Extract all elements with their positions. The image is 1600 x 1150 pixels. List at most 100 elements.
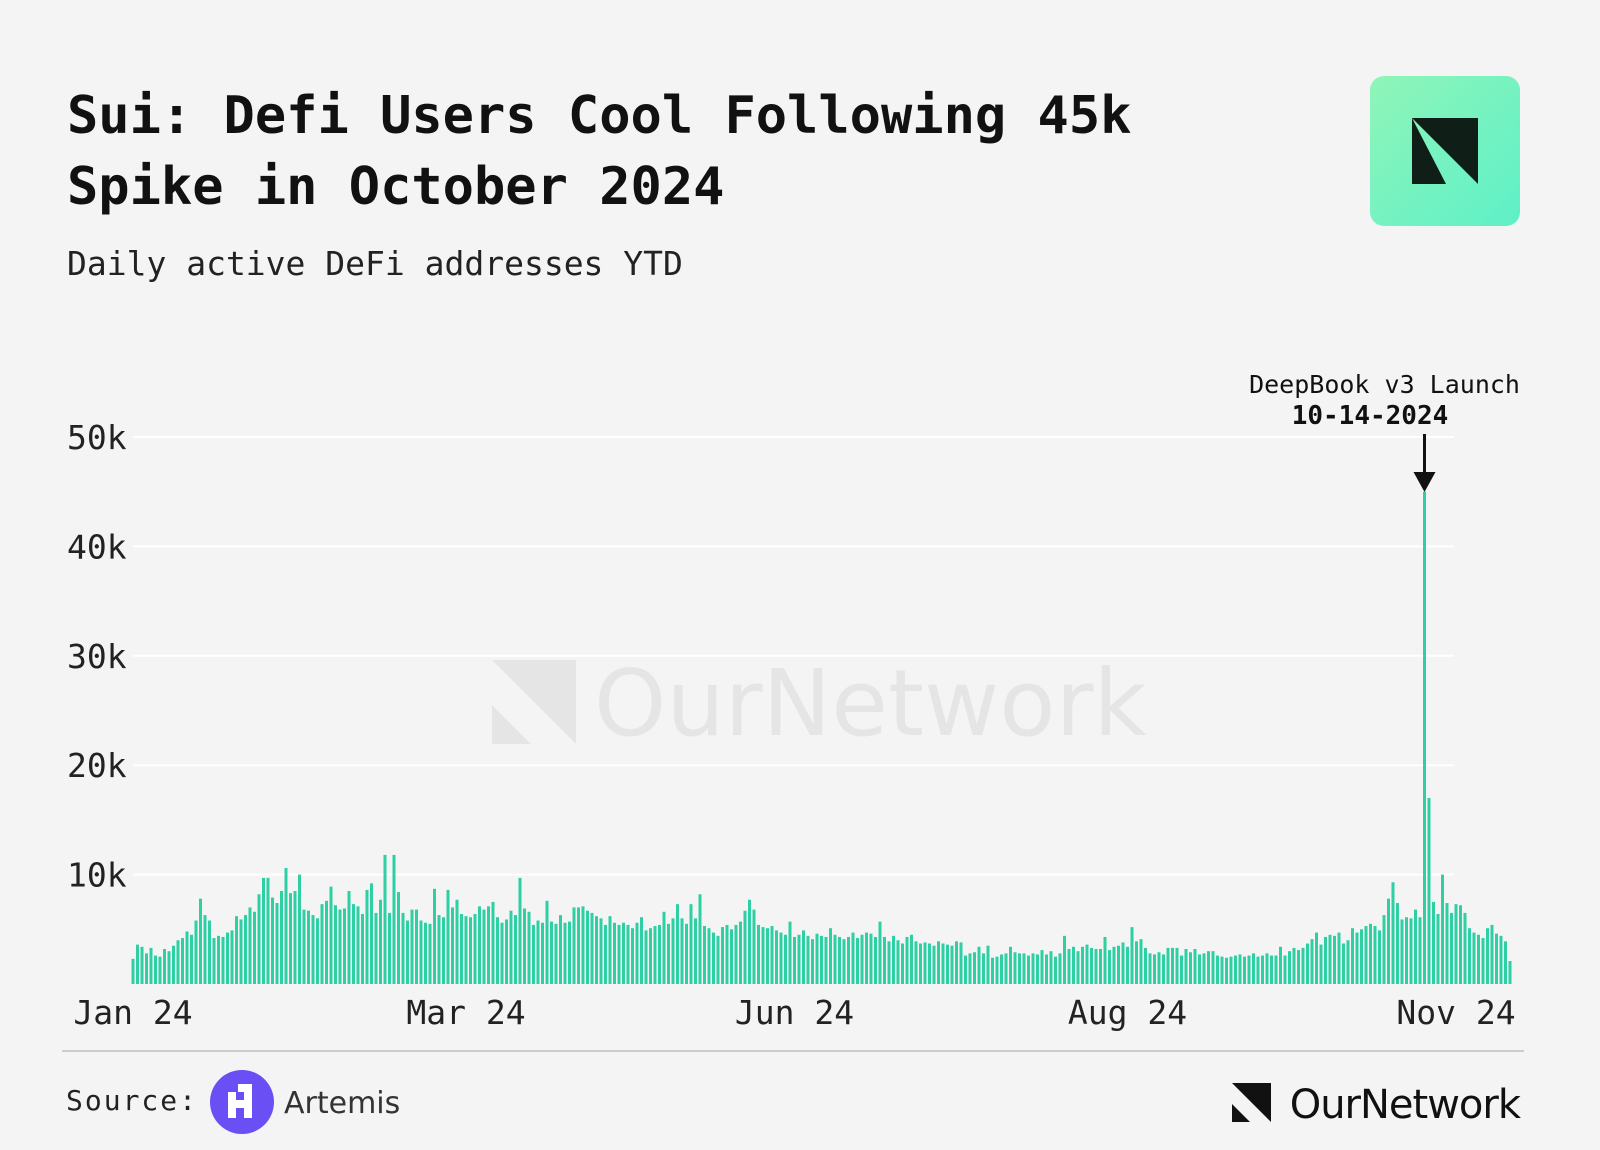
bar	[1072, 946, 1075, 984]
bar	[716, 935, 720, 984]
bar	[1171, 947, 1174, 984]
bar	[1175, 947, 1179, 984]
bar	[599, 918, 603, 984]
bar	[959, 942, 963, 984]
bar	[253, 911, 256, 984]
bar	[1396, 903, 1399, 984]
bar	[433, 888, 436, 984]
bar	[604, 924, 607, 984]
bar	[424, 922, 427, 984]
bar	[622, 922, 625, 984]
bar	[1495, 933, 1498, 984]
bar	[1283, 955, 1287, 984]
bar	[617, 924, 621, 984]
bar	[1081, 946, 1084, 984]
bar	[779, 932, 783, 984]
bar	[928, 943, 931, 984]
bar	[685, 923, 688, 984]
bar	[1432, 901, 1435, 984]
bar	[1189, 952, 1192, 984]
bar	[667, 923, 670, 984]
x-tick-label: Nov 24	[1396, 993, 1515, 1032]
bar	[325, 900, 328, 984]
bar	[136, 944, 139, 984]
bar	[1112, 946, 1116, 984]
bar	[1450, 912, 1453, 984]
bar	[896, 940, 900, 984]
bar	[1472, 932, 1476, 984]
chart-subtitle: Daily active DeFi addresses YTD	[67, 244, 683, 283]
bar	[1234, 955, 1237, 984]
bar	[1094, 948, 1098, 984]
bar	[563, 922, 567, 984]
bar	[176, 940, 180, 984]
bar	[1162, 954, 1165, 984]
bar	[1481, 938, 1485, 984]
bar	[694, 918, 697, 984]
bar	[491, 901, 495, 984]
bar	[1265, 953, 1269, 984]
annotation-date: 10-14-2024	[1292, 401, 1449, 431]
bar	[221, 936, 225, 984]
source-name: Artemis	[284, 1086, 400, 1121]
bar	[1067, 948, 1071, 984]
bar	[797, 934, 801, 984]
bar	[532, 924, 535, 984]
bar	[910, 934, 913, 984]
bar	[1031, 953, 1035, 984]
bar	[1108, 950, 1111, 984]
bar	[1040, 950, 1044, 984]
bar	[208, 920, 211, 984]
bar	[635, 922, 639, 984]
bar	[1045, 954, 1048, 984]
bar	[1139, 939, 1143, 984]
bar	[568, 921, 571, 984]
bar	[316, 918, 319, 984]
bar	[559, 915, 562, 984]
bar	[500, 922, 504, 984]
bar	[892, 935, 895, 984]
bar	[1288, 951, 1291, 984]
bar	[1414, 909, 1417, 984]
bar	[1328, 934, 1332, 984]
bar	[550, 921, 553, 984]
bar	[1198, 954, 1201, 984]
bar	[1252, 953, 1255, 984]
bar	[811, 939, 814, 984]
bar	[815, 933, 819, 984]
bar	[415, 909, 418, 984]
bar	[577, 907, 580, 984]
bar	[788, 921, 792, 984]
bar	[1270, 955, 1273, 984]
bar	[860, 934, 864, 984]
bar	[784, 934, 787, 984]
plot: 10k 20k 30k 40k 50k Jan 24 Mar 24 Jun 24 Aug 24 N…	[67, 370, 1520, 1032]
bar	[266, 877, 270, 984]
bar	[1297, 950, 1300, 984]
bar	[428, 923, 432, 984]
bar	[901, 943, 904, 984]
bar	[671, 918, 675, 984]
y-tick-label: 50k	[67, 418, 127, 457]
bar	[446, 889, 450, 984]
bar	[518, 877, 522, 984]
bar	[496, 917, 499, 984]
bar	[977, 946, 981, 984]
bar	[631, 928, 634, 984]
artemis-icon	[210, 1070, 274, 1134]
bar	[698, 894, 702, 984]
bar	[865, 932, 868, 984]
chart-title: Sui: Defi Users Cool Following 45k Spike …	[67, 86, 1131, 217]
bar	[829, 928, 832, 984]
bar	[1085, 944, 1089, 984]
bar	[581, 906, 585, 984]
bar	[167, 951, 171, 984]
bar	[1076, 951, 1080, 984]
y-tick-label: 10k	[67, 856, 127, 895]
x-tick-label: Jan 24	[73, 993, 192, 1032]
bar	[608, 916, 612, 984]
bar	[932, 945, 936, 984]
bar	[140, 946, 144, 984]
bar	[595, 916, 598, 984]
